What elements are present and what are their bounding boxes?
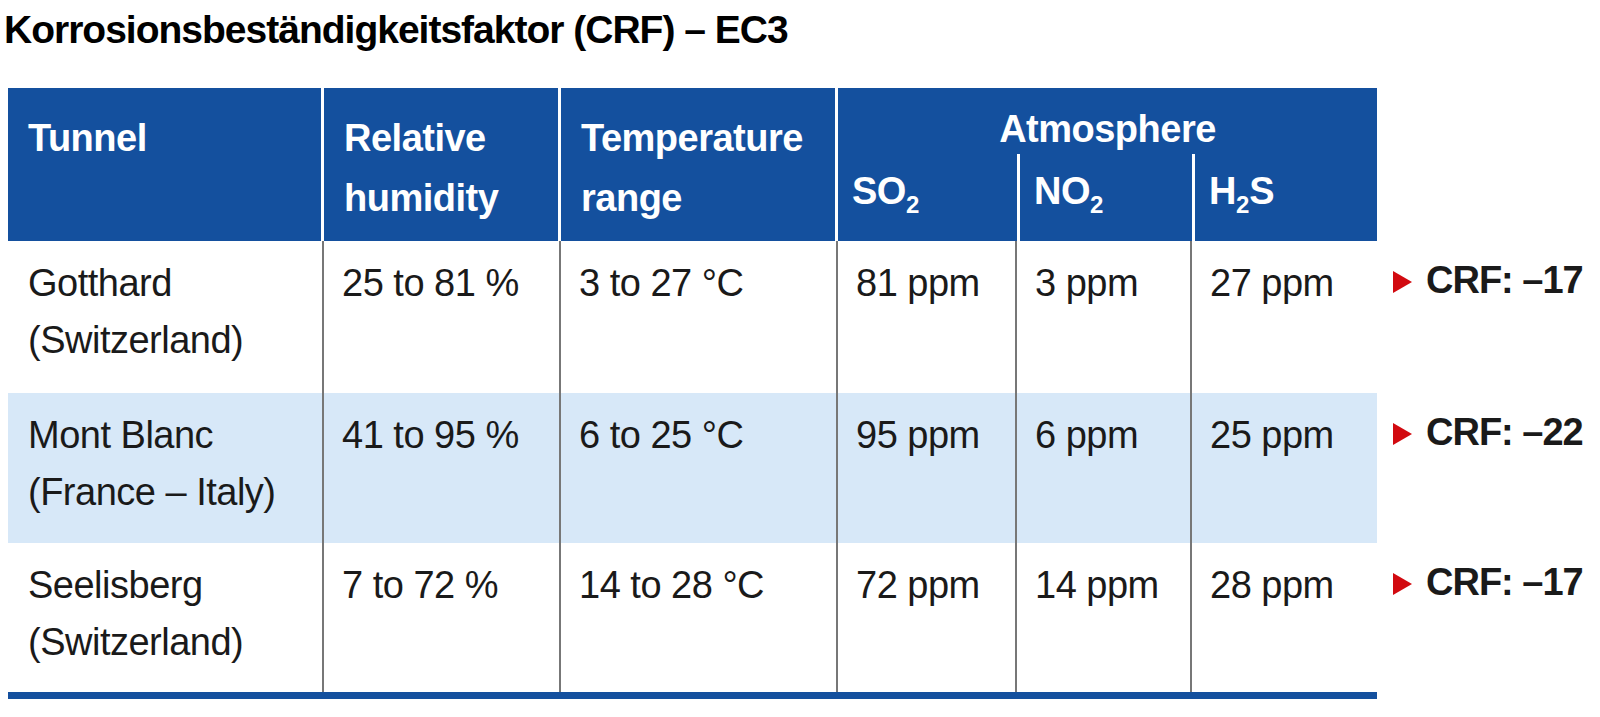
cell-humidity: 7 to 72 %: [324, 543, 561, 692]
crf-value: CRF: –17: [1426, 259, 1583, 302]
tunnel-country: (Switzerland): [28, 614, 322, 671]
no2-subscript: 2: [1090, 191, 1103, 218]
cell-temperature: 14 to 28 °C: [561, 543, 838, 692]
arrow-right-icon: [1393, 423, 1412, 445]
header-tunnel: Tunnel: [8, 88, 324, 241]
cell-temperature: 3 to 27 °C: [561, 241, 838, 393]
so2-subscript: 2: [906, 191, 919, 218]
cell-humidity: 25 to 81 %: [324, 241, 561, 393]
tunnel-country: (Switzerland): [28, 312, 322, 369]
header-h2s: H2S: [1192, 154, 1377, 241]
header-atmosphere-subcolumns: SO2 NO2 H2S: [838, 154, 1377, 241]
cell-tunnel: Seelisberg (Switzerland): [8, 543, 324, 692]
header-temp-line1: Temperature: [581, 108, 835, 168]
crf-annotation: CRF: –17: [1393, 554, 1583, 611]
arrow-right-icon: [1393, 573, 1412, 595]
tunnel-country: (France – Italy): [28, 464, 322, 521]
header-so2: SO2: [838, 154, 1017, 241]
cell-h2s: 25 ppm: [1192, 393, 1377, 543]
tunnel-name: Seelisberg: [28, 557, 322, 614]
header-humidity-line2: humidity: [344, 168, 558, 228]
h2s-subscript: 2: [1236, 191, 1249, 218]
so2-base: SO: [852, 170, 906, 212]
cell-no2: 14 ppm: [1017, 543, 1192, 692]
page: Korrosionsbeständigkeitsfaktor (CRF) – E…: [0, 0, 1600, 717]
header-atmosphere: Atmosphere: [838, 88, 1377, 154]
table-row: Seelisberg (Switzerland) 7 to 72 % 14 to…: [8, 543, 1377, 692]
h2s-post: S: [1249, 170, 1274, 212]
cell-h2s: 28 ppm: [1192, 543, 1377, 692]
table-row: Mont Blanc (France – Italy) 41 to 95 % 6…: [8, 393, 1377, 543]
table-bottom-rule: [8, 692, 1377, 699]
header-tunnel-label: Tunnel: [28, 108, 321, 168]
table-row: Gotthard (Switzerland) 25 to 81 % 3 to 2…: [8, 241, 1377, 393]
header-atmosphere-group: Atmosphere SO2 NO2 H2S: [838, 88, 1377, 241]
header-temperature-range: Temperature range: [561, 88, 838, 241]
cell-no2: 6 ppm: [1017, 393, 1192, 543]
crf-annotation: CRF: –22: [1393, 404, 1583, 461]
crf-table: Tunnel Relative humidity Temperature ran…: [8, 88, 1377, 699]
cell-so2: 81 ppm: [838, 241, 1017, 393]
cell-so2: 72 ppm: [838, 543, 1017, 692]
cell-tunnel: Gotthard (Switzerland): [8, 241, 324, 393]
cell-h2s: 27 ppm: [1192, 241, 1377, 393]
page-title: Korrosionsbeständigkeitsfaktor (CRF) – E…: [4, 8, 788, 52]
arrow-right-icon: [1393, 271, 1412, 293]
no2-base: NO: [1034, 170, 1090, 212]
table-header: Tunnel Relative humidity Temperature ran…: [8, 88, 1377, 241]
tunnel-name: Gotthard: [28, 255, 322, 312]
header-humidity-line1: Relative: [344, 108, 558, 168]
tunnel-name: Mont Blanc: [28, 407, 322, 464]
cell-tunnel: Mont Blanc (France – Italy): [8, 393, 324, 543]
header-relative-humidity: Relative humidity: [324, 88, 561, 241]
h2s-base: H: [1209, 170, 1236, 212]
header-no2: NO2: [1017, 154, 1192, 241]
header-temp-line2: range: [581, 168, 835, 228]
crf-value: CRF: –17: [1426, 561, 1583, 604]
crf-value: CRF: –22: [1426, 411, 1583, 454]
cell-no2: 3 ppm: [1017, 241, 1192, 393]
cell-temperature: 6 to 25 °C: [561, 393, 838, 543]
cell-humidity: 41 to 95 %: [324, 393, 561, 543]
cell-so2: 95 ppm: [838, 393, 1017, 543]
crf-annotation: CRF: –17: [1393, 252, 1583, 309]
